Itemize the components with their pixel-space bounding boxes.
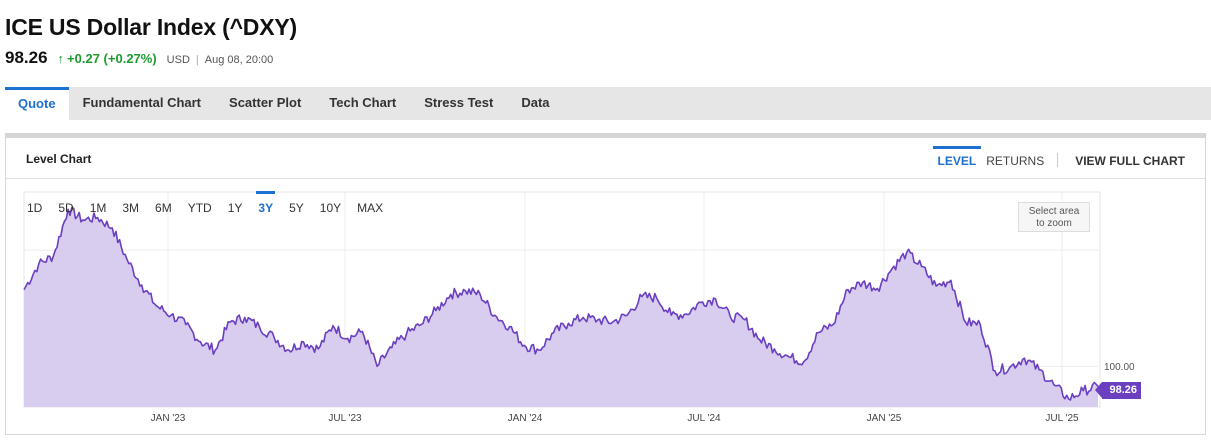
x-axis-label-jan-25: JAN '25 bbox=[866, 413, 902, 424]
tab-stress-test[interactable]: Stress Test bbox=[424, 95, 494, 110]
tab-scatter-plot[interactable]: Scatter Plot bbox=[229, 95, 302, 110]
zoom-hint: Select area to zoom bbox=[1018, 202, 1090, 232]
x-axis-label-jan-24: JAN '24 bbox=[507, 413, 543, 424]
range-1y[interactable]: 1Y bbox=[227, 201, 243, 215]
quote-summary: 98.26 ↑ +0.27 (+0.27%) USD | Aug 08, 20:00 bbox=[5, 48, 273, 68]
currency-label: USD bbox=[166, 54, 190, 66]
series-area bbox=[24, 207, 1098, 407]
panel-divider bbox=[6, 178, 1205, 179]
range-1m[interactable]: 1M bbox=[89, 201, 107, 215]
last-price: 98.26 bbox=[5, 48, 48, 67]
zoom-hint-line-1: Select area bbox=[1028, 206, 1080, 217]
zoom-hint-line-2: to zoom bbox=[1036, 218, 1072, 229]
series-line bbox=[23, 206, 1099, 401]
range-3m[interactable]: 3M bbox=[122, 201, 140, 215]
tab-data[interactable]: Data bbox=[521, 95, 550, 110]
quote-meta: USD | Aug 08, 20:00 bbox=[167, 54, 274, 66]
quote-timestamp: Aug 08, 20:00 bbox=[204, 54, 274, 66]
range-ytd[interactable]: YTD bbox=[187, 201, 212, 215]
range-3y[interactable]: 3Y bbox=[256, 191, 275, 215]
up-arrow-icon: ↑ bbox=[57, 51, 65, 66]
range-1d[interactable]: 1D bbox=[27, 201, 43, 215]
tab-tech-chart[interactable]: Tech Chart bbox=[329, 95, 397, 110]
x-axis-label-jul-24: JUL '24 bbox=[687, 413, 721, 424]
range-max[interactable]: MAX bbox=[357, 201, 384, 215]
view-full-chart-link[interactable]: VIEW FULL CHART bbox=[1075, 154, 1185, 168]
price-change: ↑ +0.27 (+0.27%) bbox=[58, 51, 157, 66]
x-axis-label-jul-25: JUL '25 bbox=[1045, 413, 1079, 424]
tab-fundamental-chart[interactable]: Fundamental Chart bbox=[82, 95, 202, 110]
y-axis-label-100: 100.00 bbox=[1104, 362, 1135, 373]
page-title: ICE US Dollar Index (^DXY) bbox=[5, 14, 297, 40]
tab-quote[interactable]: Quote bbox=[5, 87, 69, 120]
range-10y[interactable]: 10Y bbox=[319, 201, 342, 215]
main-tabs: Quote Fundamental Chart Scatter Plot Tec… bbox=[5, 87, 1211, 120]
chart-mode-tabs: LEVEL RETURNS VIEW FULL CHART bbox=[932, 146, 1190, 173]
last-value-tag: 98.26 bbox=[1095, 382, 1141, 399]
returns-mode-tab[interactable]: RETURNS bbox=[986, 154, 1045, 168]
x-axis-label-jul-23: JUL '23 bbox=[328, 413, 362, 424]
range-selector: 1D 5D 1M 3M 6M YTD 1Y 3Y 5Y 10Y MAX bbox=[27, 191, 399, 215]
price-change-value: +0.27 (+0.27%) bbox=[67, 51, 157, 66]
panel-title: Level Chart bbox=[26, 152, 92, 166]
x-axis-label-jan-23: JAN '23 bbox=[150, 413, 186, 424]
level-mode-tab[interactable]: LEVEL bbox=[932, 146, 982, 173]
range-6m[interactable]: 6M bbox=[155, 201, 172, 215]
meta-divider: | bbox=[195, 54, 199, 66]
range-5y[interactable]: 5Y bbox=[289, 201, 304, 215]
mode-divider bbox=[1057, 152, 1059, 167]
range-5d[interactable]: 5D bbox=[58, 201, 74, 215]
